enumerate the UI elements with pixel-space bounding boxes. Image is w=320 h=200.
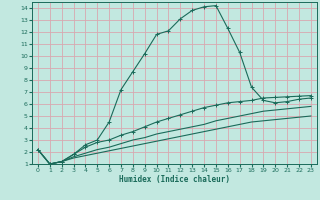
X-axis label: Humidex (Indice chaleur): Humidex (Indice chaleur) <box>119 175 230 184</box>
